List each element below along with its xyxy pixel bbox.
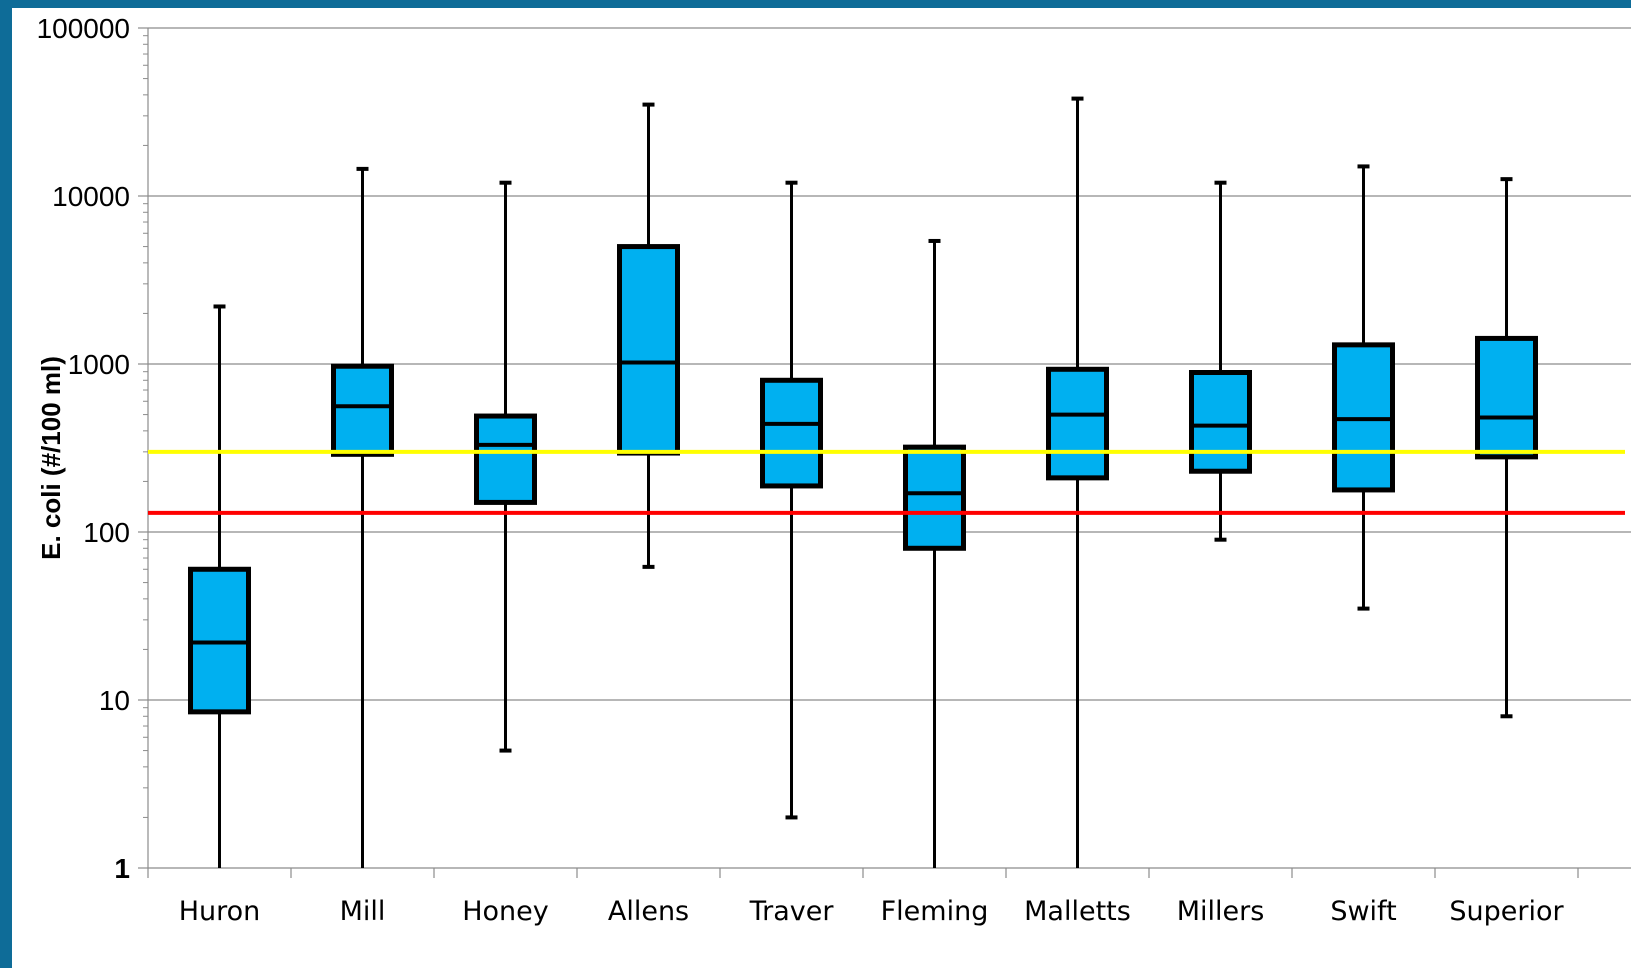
x-category-label: Traver bbox=[749, 896, 835, 927]
box-huron bbox=[188, 304, 251, 868]
box-honey bbox=[474, 180, 537, 753]
box-traver bbox=[760, 180, 823, 820]
iqr-box bbox=[331, 363, 394, 457]
y-axis-label: E. coli (#/100 ml) bbox=[36, 356, 66, 560]
x-category-label: Superior bbox=[1449, 896, 1564, 927]
iqr-box bbox=[474, 413, 537, 505]
y-tick-label: 1000 bbox=[68, 349, 130, 380]
y-tick-label: 10000 bbox=[52, 181, 130, 212]
x-category-label: Honey bbox=[462, 896, 549, 927]
x-category-label: Millers bbox=[1177, 896, 1265, 927]
x-category-label: Huron bbox=[179, 896, 261, 927]
x-category-label: Allens bbox=[608, 896, 689, 927]
x-category-label: Swift bbox=[1330, 896, 1396, 927]
box-millers bbox=[1189, 180, 1252, 542]
boxes bbox=[188, 96, 1538, 868]
x-axis: Huron Mill Honey Allens Traver Fleming Mallett… bbox=[147, 867, 1631, 927]
box-malletts bbox=[1046, 96, 1109, 868]
y-tick-label: 100000 bbox=[37, 13, 130, 44]
iqr-box bbox=[617, 244, 680, 456]
box-swift bbox=[1332, 164, 1395, 611]
y-tick-label: 100 bbox=[83, 517, 130, 548]
box-mill bbox=[331, 166, 394, 868]
iqr-box bbox=[1189, 370, 1252, 474]
x-category-label: Malletts bbox=[1024, 896, 1131, 927]
iqr-box bbox=[903, 444, 966, 551]
box-superior bbox=[1475, 177, 1538, 719]
box-allens bbox=[617, 102, 680, 569]
reference-lines bbox=[148, 449, 1625, 515]
y-tick-label: 1 bbox=[114, 853, 130, 884]
iqr-box bbox=[1046, 366, 1109, 481]
y-tick-label: 10 bbox=[99, 685, 130, 716]
chart-frame: 1 10 100 1000 10000 100000 Huron Mill Honey Alle… bbox=[12, 8, 1631, 968]
box-plot-chart: 1 10 100 1000 10000 100000 Huron Mill Honey Alle… bbox=[36, 13, 1631, 927]
iqr-box bbox=[1475, 335, 1538, 460]
x-category-label: Fleming bbox=[881, 896, 989, 927]
box-fleming bbox=[903, 238, 966, 868]
iqr-box bbox=[760, 377, 823, 489]
y-axis: 1 10 100 1000 10000 100000 bbox=[37, 13, 149, 884]
x-category-label: Mill bbox=[340, 896, 386, 927]
grid-lines bbox=[148, 27, 1631, 701]
